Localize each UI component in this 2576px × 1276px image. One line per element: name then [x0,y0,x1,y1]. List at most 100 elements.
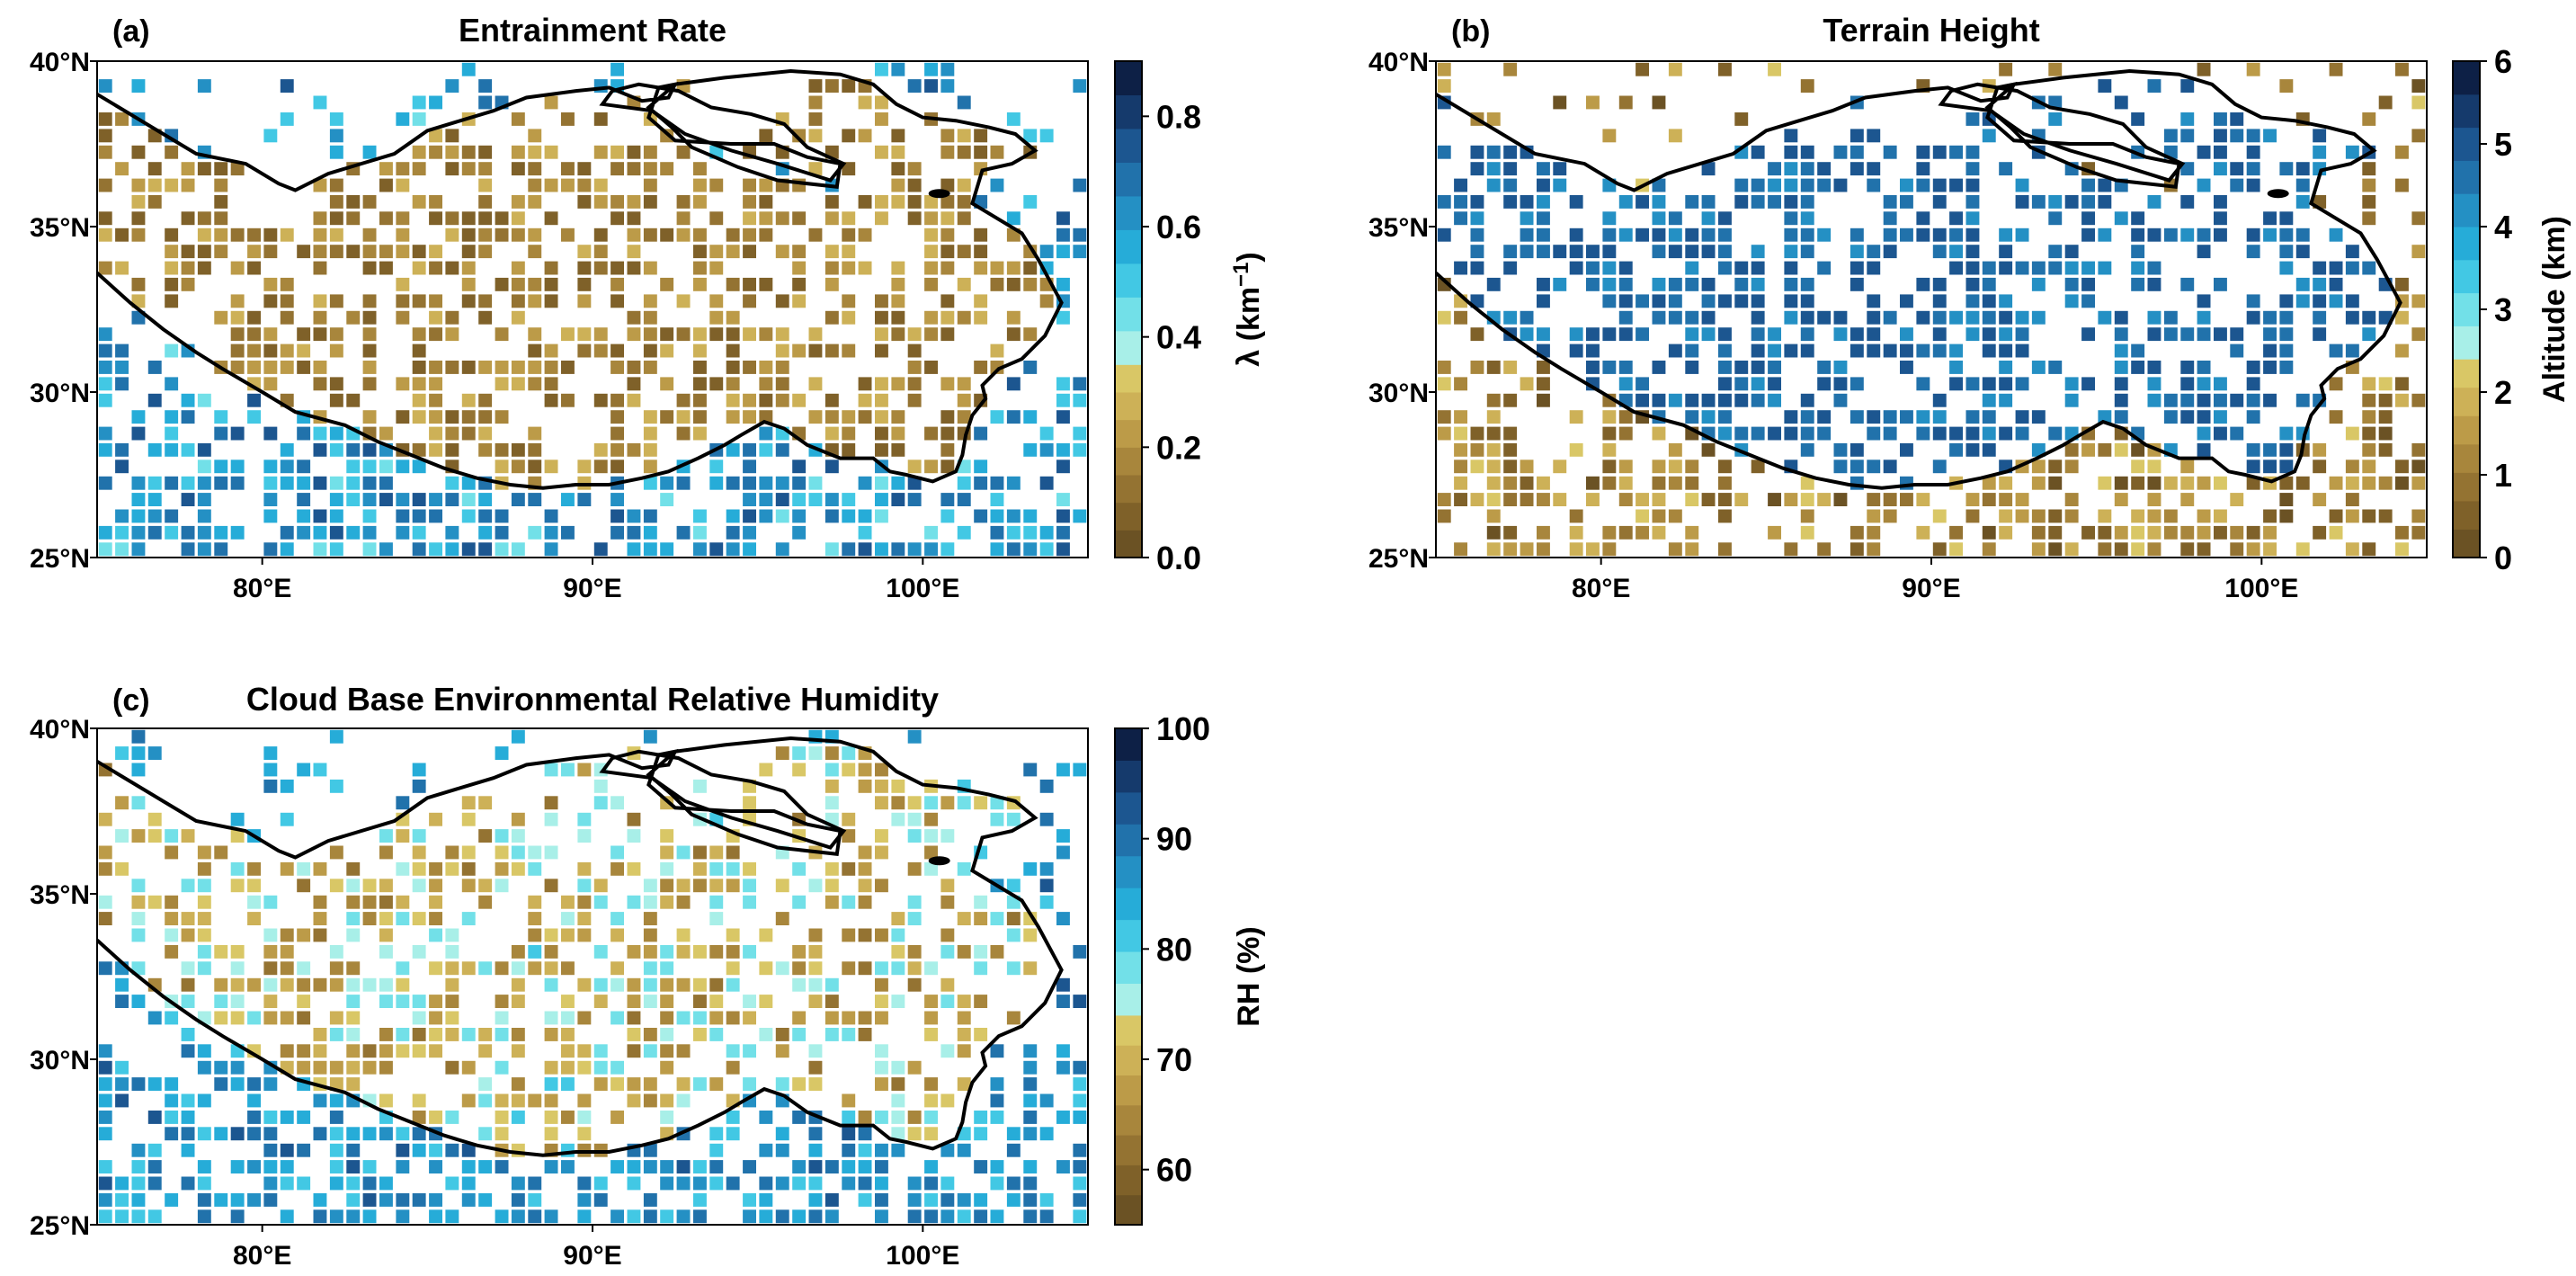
grid-cell [544,763,558,777]
grid-cell [676,1077,691,1091]
grid-cell [1833,377,1848,391]
grid-cell [693,277,707,291]
grid-cell [1965,442,1980,457]
grid-cell [445,542,459,557]
grid-cell [709,1077,724,1091]
grid-cell [98,845,112,860]
grid-cell [131,1176,146,1191]
grid-cell [297,961,311,976]
grid-cell [429,1011,442,1025]
grid-cell [445,995,459,1008]
grid-cell [396,829,410,843]
grid-cell [98,211,112,226]
grid-cell [1039,542,1054,557]
grid-cell [743,195,756,209]
grid-cell [313,442,327,457]
grid-cell [247,977,261,992]
grid-cell [627,1077,641,1091]
grid-cell [1056,211,1070,226]
grid-cell [461,393,476,407]
grid-cell [924,1028,938,1041]
grid-cell [2131,525,2145,540]
grid-cell [1006,509,1021,523]
grid-cell [1503,145,1518,159]
grid-cell [1668,129,1682,143]
grid-cell [412,945,426,959]
grid-cell [115,995,129,1008]
grid-cell [346,476,361,490]
grid-cell [2064,277,2079,291]
colorbar-tick-label: 0.0 [1156,540,1201,576]
grid-cell [1618,327,1633,342]
grid-cell [1652,245,1666,259]
grid-cell [577,1011,592,1025]
grid-cell [2131,476,2145,490]
grid-cell [1833,327,1848,342]
grid-cell [263,129,278,143]
grid-cell [478,1127,493,1141]
grid-cell [907,361,922,374]
grid-cell [1718,460,1732,474]
grid-cell [115,542,129,557]
grid-cell [528,327,542,342]
grid-cell [396,995,410,1008]
grid-cell [478,1044,493,1058]
grid-cell [2163,228,2178,242]
grid-cell [165,509,179,523]
grid-cell [808,228,823,242]
grid-cell [775,211,789,226]
grid-cell [2411,509,2426,523]
grid-cell [924,542,938,557]
grid-cell [1701,493,1716,506]
grid-cell [1850,129,1864,143]
grid-cell [297,1111,311,1124]
grid-cell [131,211,146,226]
grid-cell [131,410,146,424]
grid-cell [2246,410,2260,424]
grid-cell [1784,344,1798,358]
grid-cell [346,912,361,925]
grid-cell [1503,162,1518,176]
y-tick-label: 35°N [30,213,90,243]
grid-cell [1668,310,1682,325]
grid-cell [379,245,393,259]
grid-cell [660,1093,674,1108]
grid-cell [329,879,343,893]
grid-cell [726,977,740,992]
grid-cell [643,1077,657,1091]
grid-cell [2031,361,2046,374]
grid-cell [1668,228,1682,242]
grid-cell [1437,509,1451,523]
grid-cell [907,211,922,226]
grid-cell [147,1077,162,1091]
grid-cell [528,129,542,143]
grid-cell [1503,195,1518,209]
grid-cell [1470,162,1484,176]
grid-cell [511,493,525,506]
grid-cell [362,1176,377,1191]
grid-cell [2180,79,2195,93]
grid-cell [891,542,905,557]
grid-cell [1537,476,1550,490]
grid-cell [147,476,162,490]
grid-cell [858,1011,872,1025]
grid-cell [660,476,674,490]
grid-cell [329,729,343,744]
grid-cell [1073,945,1087,959]
grid-cell [907,393,922,407]
grid-cell [1883,426,1897,441]
grid-cell [643,525,657,540]
grid-cell [907,1111,922,1124]
grid-cell [544,145,558,159]
grid-cell [593,1193,608,1207]
grid-cell [1569,509,1583,523]
grid-cell [726,476,740,490]
grid-cell [2163,410,2178,424]
grid-cell [1867,525,1881,540]
grid-cell [1817,228,1832,242]
grid-cell [858,129,872,143]
grid-cell [1718,294,1732,308]
grid-cell [990,945,1004,959]
grid-cell [528,861,542,876]
grid-cell [1056,763,1070,777]
